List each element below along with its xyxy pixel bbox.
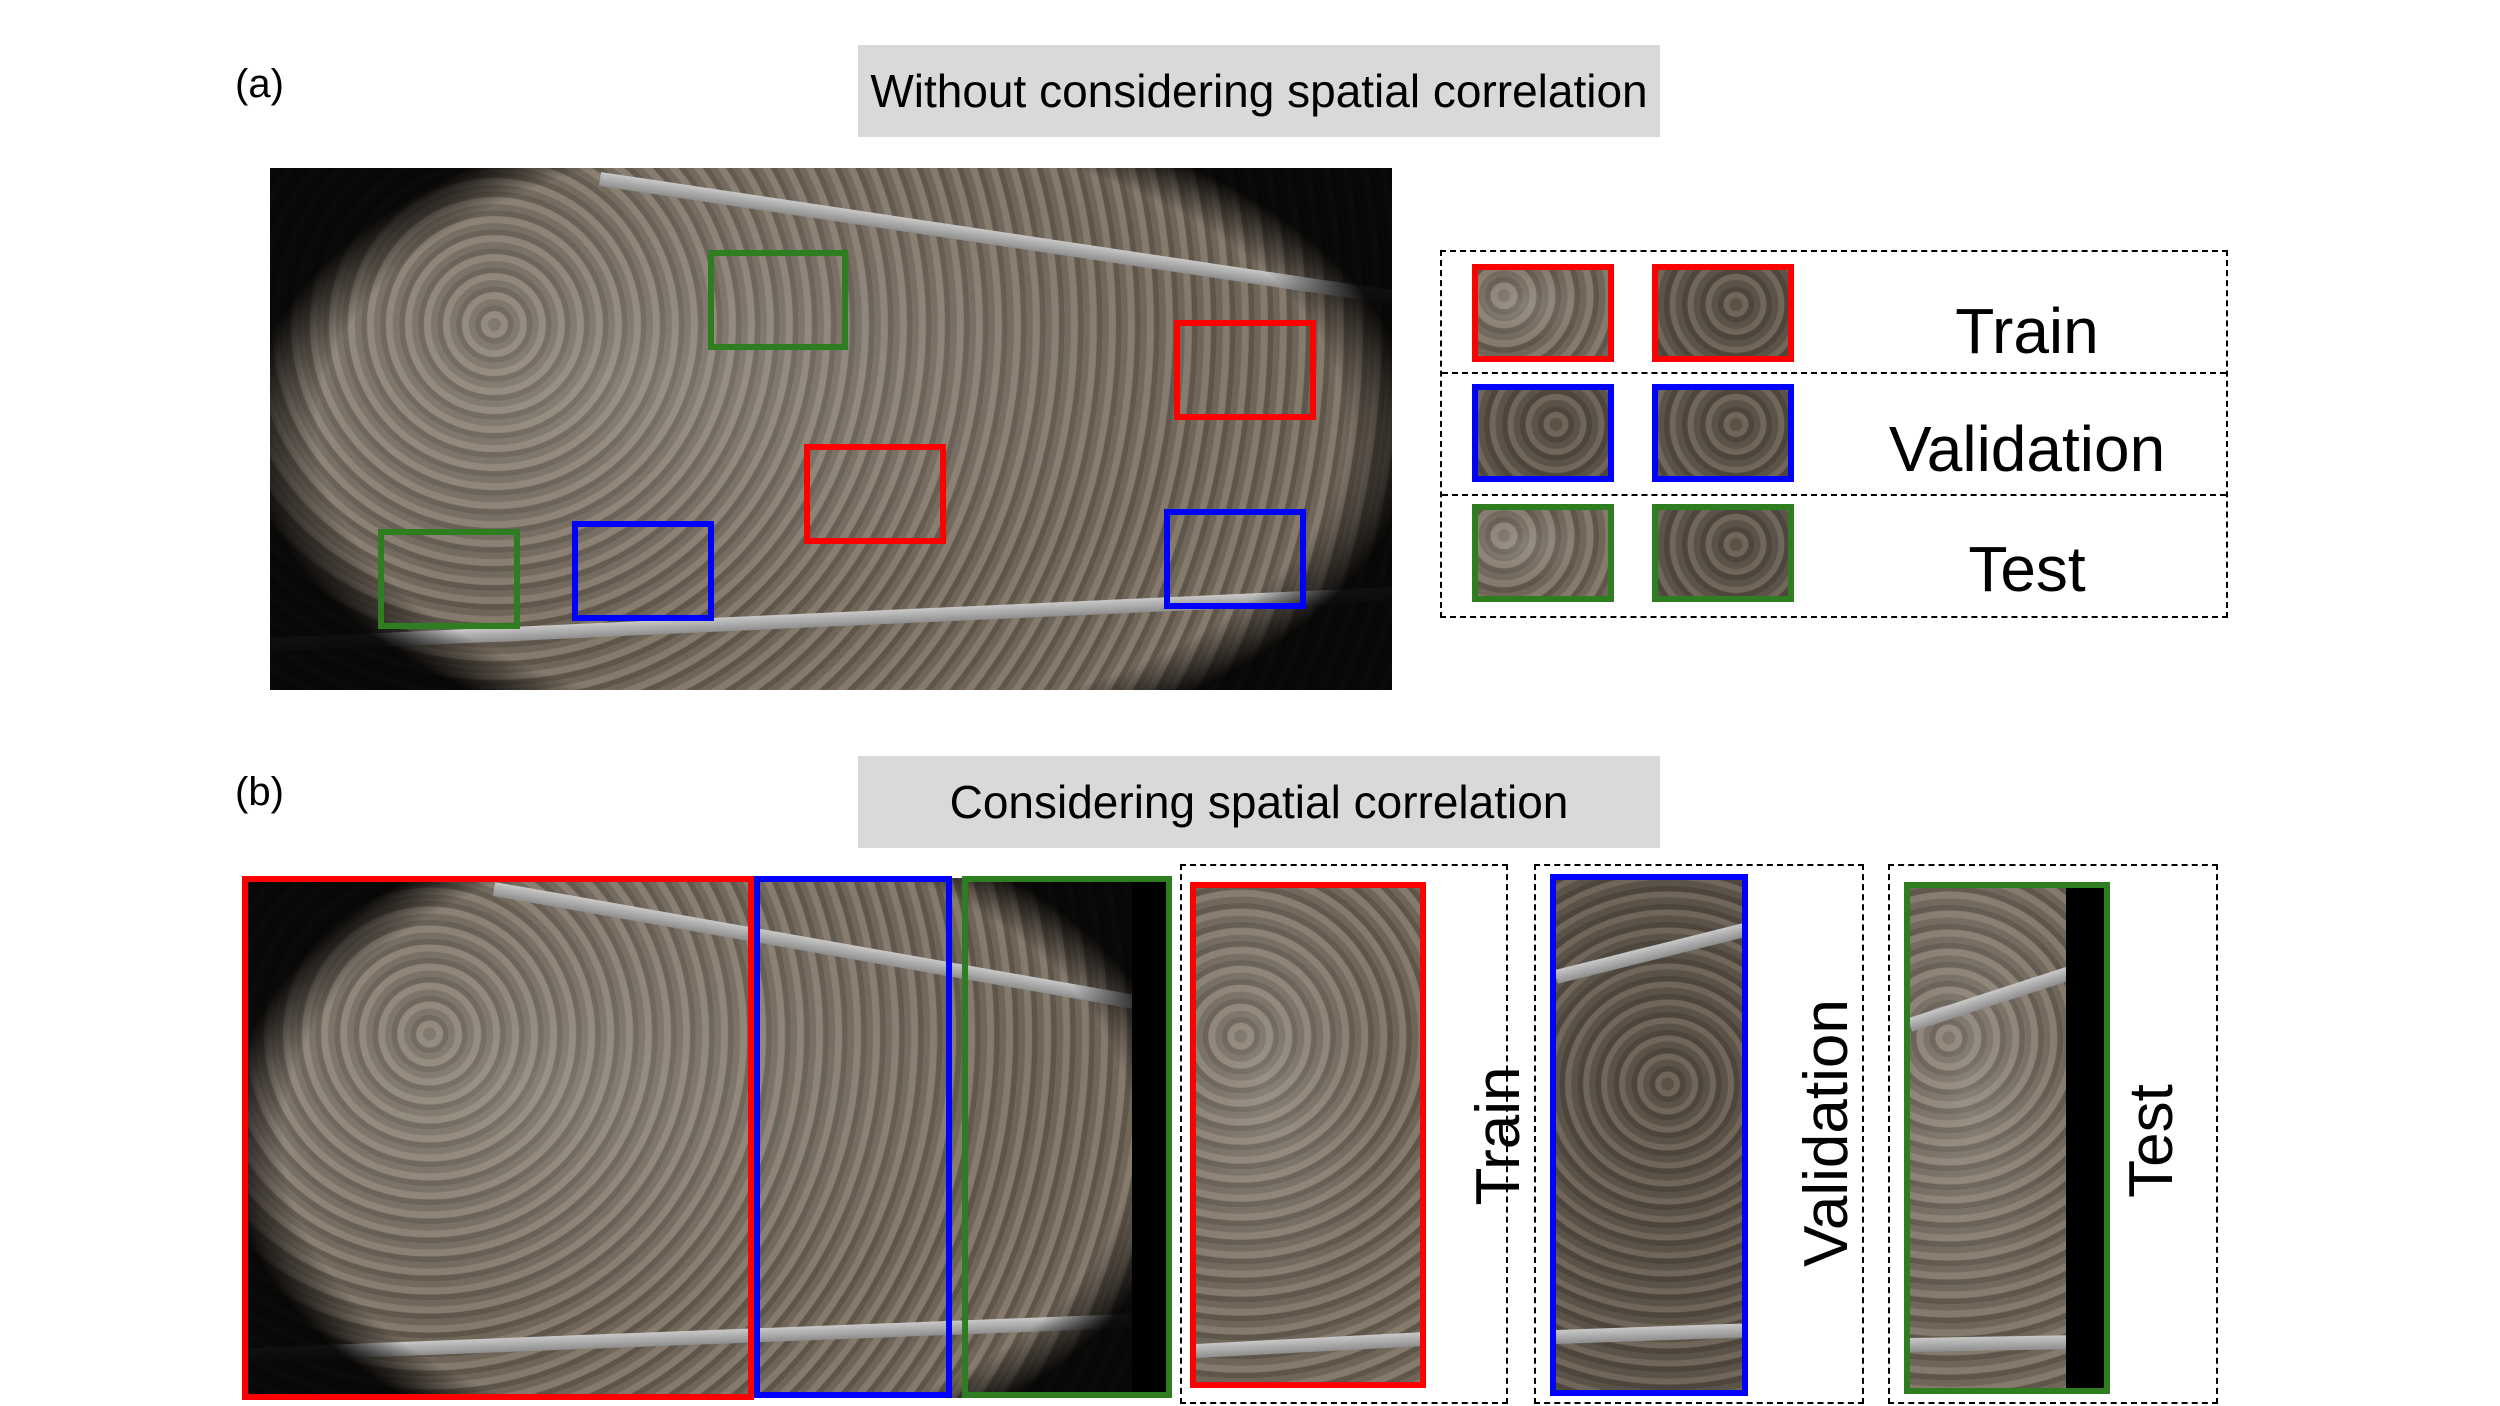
test-patch-box [708,250,848,350]
test-region-box [962,876,1172,1398]
panel-b-title: Considering spatial correlation [858,756,1660,848]
train-thumbnail [1472,264,1614,362]
split-validation-label: Validation [1792,999,1861,1267]
photo-dark-edge [2066,888,2104,1388]
train-thumbnail [1652,264,1794,362]
test-patch-box [378,529,520,629]
panel-a-title: Without considering spatial correlation [858,45,1660,137]
soil-photo-a [270,168,1392,690]
train-region-box [242,876,754,1400]
validation-split-panel: Validation [1534,864,1864,1404]
legend-test-label: Test [1968,533,2086,605]
legend-validation-label: Validation [1888,413,2166,485]
validation-region-box [754,876,952,1398]
upper-rail [1556,919,1742,984]
legend-train-label: Train [1955,295,2099,367]
validation-split-strip [1550,874,1748,1396]
panel-a-label: (a) [235,62,284,106]
split-test-label: Test [2117,1084,2186,1198]
legend-divider [1442,372,2226,374]
photo-vignette [244,878,1172,1398]
test-split-strip [1904,882,2110,1394]
train-patch-box [804,444,946,544]
lower-rail [1556,1322,1742,1344]
validation-patch-box [572,521,714,621]
validation-thumbnail [1652,384,1794,482]
train-patch-box [1174,320,1316,420]
test-thumbnail [1652,504,1794,602]
train-split-panel: Train [1180,864,1533,1404]
validation-patch-box [1164,509,1306,609]
split-train-label: Train [1464,1066,1533,1206]
lower-rail [1196,1331,1420,1358]
legend-divider [1442,494,2226,496]
validation-thumbnail [1472,384,1614,482]
soil-photo-b [244,878,1172,1398]
photo-dark-edge [1132,878,1172,1398]
train-split-strip [1190,882,1426,1388]
legend-a: Train Validation Test [1440,250,2228,618]
test-thumbnail [1472,504,1614,602]
test-split-panel: Test [1888,864,2218,1404]
panel-b-label: (b) [235,770,284,814]
